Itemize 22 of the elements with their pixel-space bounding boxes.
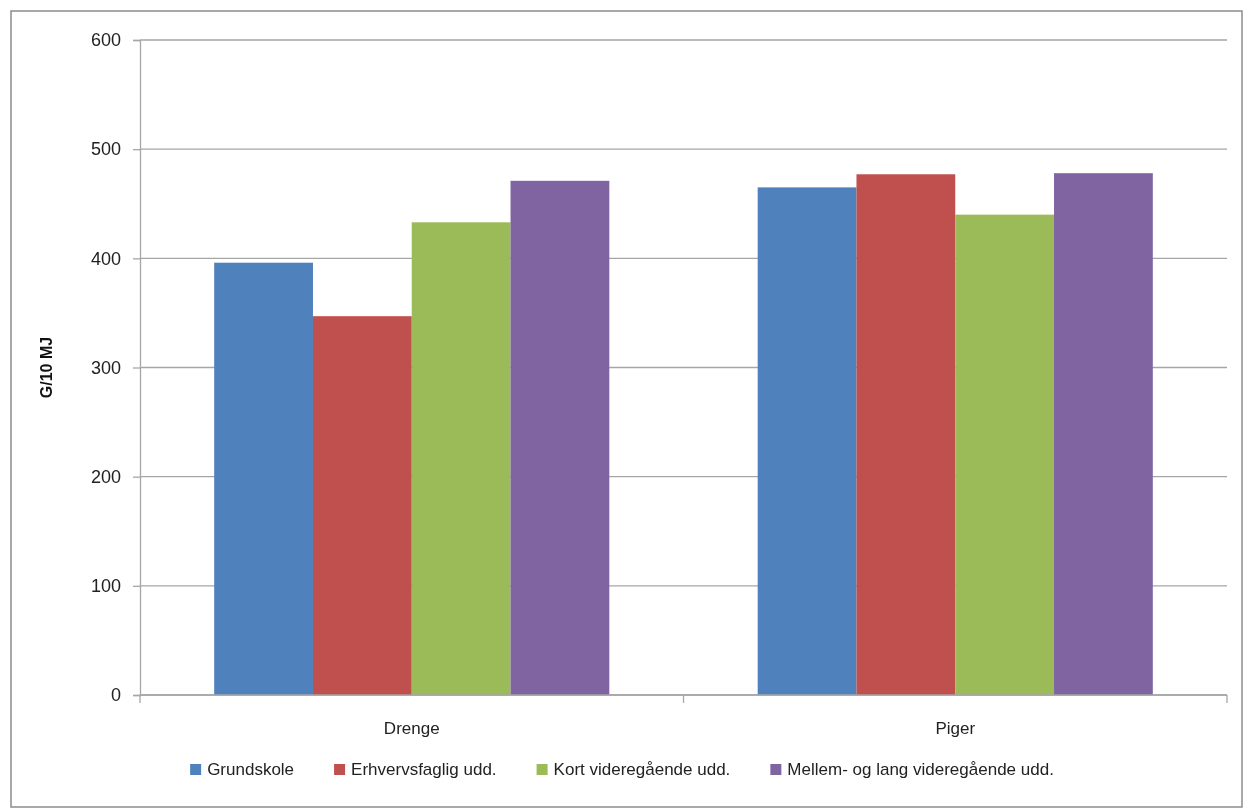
y-tick-label: 0 <box>110 685 121 706</box>
legend-label: Erhvervsfaglig udd. <box>351 759 497 779</box>
y-tick-label: 200 <box>90 466 121 487</box>
bar <box>856 174 956 695</box>
x-tick-label: Piger <box>935 719 976 738</box>
y-tick-label: 500 <box>90 139 121 160</box>
y-axis-title: G/10 MJ <box>38 336 55 399</box>
bar <box>955 214 1055 695</box>
bar <box>510 180 610 695</box>
bar <box>1054 173 1153 695</box>
y-tick-label: 100 <box>90 576 121 597</box>
y-tick-label: 600 <box>90 30 121 51</box>
bar <box>312 316 412 695</box>
bar <box>411 222 511 695</box>
y-tick-label: 300 <box>90 357 121 378</box>
legend-label: Grundskole <box>207 759 295 779</box>
y-tick-label: 400 <box>90 248 121 269</box>
bar <box>757 187 857 695</box>
x-tick-label: Drenge <box>383 719 440 738</box>
legend-label: Mellem- og lang videregående udd. <box>787 759 1054 779</box>
bar <box>214 262 313 695</box>
legend-label: Kort videregående udd. <box>553 759 731 779</box>
